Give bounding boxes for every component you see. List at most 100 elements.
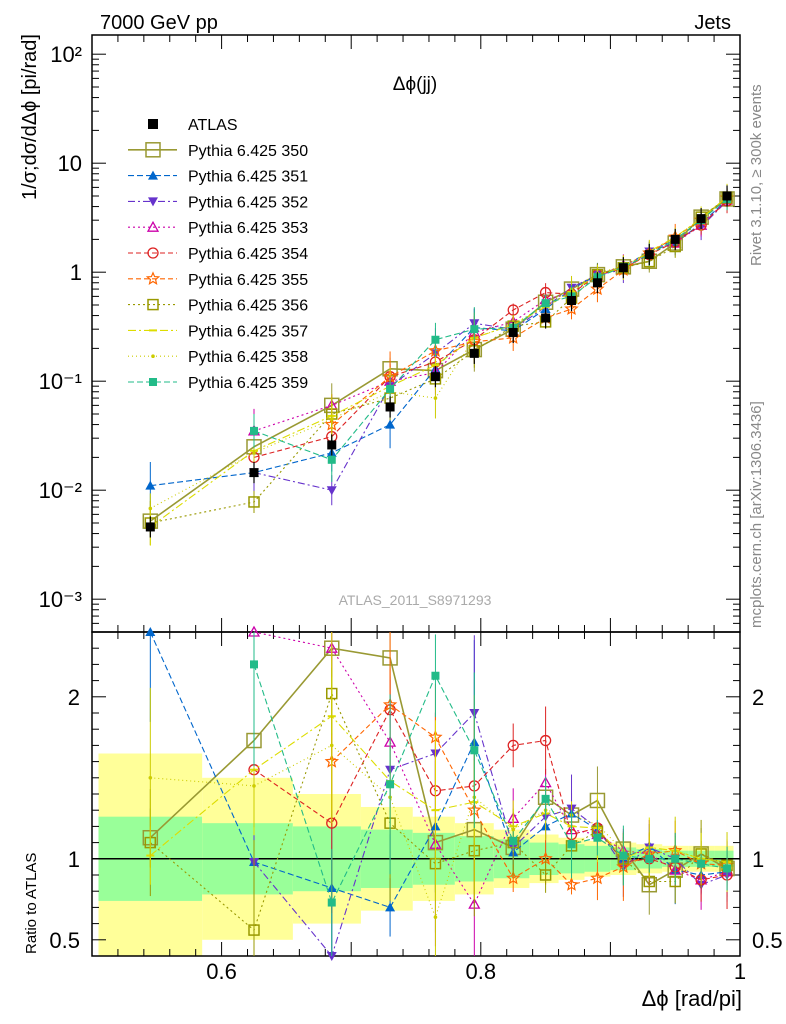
- ratio-point: [723, 864, 732, 873]
- data-point: [592, 278, 602, 288]
- ratio-point: [539, 734, 552, 747]
- data-point: [386, 384, 395, 393]
- data-point: [541, 299, 550, 308]
- legend-marker: [145, 142, 161, 158]
- main-y-tick-label: 1: [70, 260, 82, 285]
- ratio-point: [593, 833, 602, 842]
- legend-entry-s350: Pythia 6.425 350: [128, 142, 308, 160]
- legend-marker: [145, 271, 161, 285]
- legend-entry-s356: Pythia 6.425 356: [128, 298, 308, 315]
- ratio-point: [433, 915, 438, 919]
- ratio-point: [539, 869, 552, 881]
- data-point: [385, 419, 396, 429]
- header-jets-label: Jets: [694, 12, 731, 34]
- series-s356: [144, 189, 733, 546]
- ratio-y-tick-label-right: 0.5: [752, 928, 783, 953]
- legend-label: Pythia 6.425 350: [188, 143, 308, 160]
- main-y-tick-label: 10²: [50, 42, 82, 67]
- data-point: [248, 496, 260, 508]
- series-line: [253, 200, 728, 491]
- main-y-tick-label: 10⁻²: [39, 478, 82, 503]
- data-point: [696, 214, 706, 224]
- main-y-tick-label: 10⁻¹: [39, 369, 82, 394]
- ratio-point: [507, 739, 519, 752]
- data-point: [541, 313, 551, 323]
- data-point: [431, 335, 440, 344]
- x-tick-label: 0.8: [466, 959, 497, 984]
- legend-label: Pythia 6.425 352: [188, 194, 308, 211]
- legend-label: Pythia 6.425 357: [188, 323, 308, 340]
- ratio-point: [470, 746, 479, 755]
- plot-title: Δϕ(jj): [393, 74, 437, 95]
- ratio-y-axis: 0.5 0.5 1 1 2 2: [49, 647, 783, 957]
- ratio-point: [250, 660, 258, 669]
- data-point: [567, 295, 577, 305]
- ratio-point: [252, 784, 256, 788]
- ratio-point: [590, 870, 605, 885]
- data-point: [564, 301, 579, 316]
- legend-entry-s354: Pythia 6.425 354: [128, 246, 308, 263]
- x-axis-label: Δϕ [rad/pi]: [642, 986, 742, 1011]
- legend-label: Pythia 6.425 355: [188, 272, 308, 289]
- legend-entry-s355: Pythia 6.425 355: [128, 271, 308, 289]
- legend: ATLAS Pythia 6.425 350 Pythia 6.425 351 Pyt…: [128, 117, 308, 392]
- data-point: [470, 325, 479, 334]
- ratio-point: [511, 827, 515, 832]
- series-line: [253, 198, 728, 461]
- legend-entry-s359: Pythia 6.425 359: [128, 375, 308, 392]
- ratio-point: [431, 671, 440, 680]
- main-y-axis: 10⁻³ 10⁻² 10⁻¹ 1 10 10²: [39, 42, 740, 633]
- legend-entry-s352: Pythia 6.425 352: [128, 194, 308, 211]
- ratio-series-s359: [250, 632, 732, 956]
- legend-label: ATLAS: [188, 117, 238, 134]
- series-ATLAS: [145, 185, 732, 538]
- data-point: [722, 191, 732, 201]
- ratio-point: [326, 952, 337, 961]
- x-axis: 0.6 0.8 1: [91, 35, 746, 984]
- rivet-version-label: Rivet 3.1.10, ≥ 300k events: [748, 84, 765, 266]
- data-point: [327, 440, 337, 450]
- legend-entry-s351: Pythia 6.425 351: [128, 169, 308, 186]
- ratio-point: [671, 854, 680, 863]
- series-line: [253, 199, 728, 432]
- ratio-point: [248, 924, 260, 936]
- legend-entry-s358: Pythia 6.425 358: [128, 349, 308, 366]
- series-s354: [248, 188, 733, 477]
- ratio-series-group: [142, 625, 735, 961]
- legend-marker: [151, 354, 155, 359]
- ratio-point: [645, 854, 654, 863]
- legend-marker: [148, 170, 158, 180]
- mcplots-label: mcplots.cern.ch [arXiv:1306.3436]: [748, 401, 765, 628]
- series-line: [150, 196, 728, 509]
- ratio-point: [148, 776, 153, 780]
- data-point: [508, 327, 518, 337]
- ratio-y-axis-label: Ratio to ATLAS: [23, 853, 40, 954]
- ratio-point: [509, 836, 518, 845]
- x-tick-label: 0.6: [206, 959, 237, 984]
- ratio-y-tick-label-right: 1: [752, 847, 764, 872]
- ratio-y-tick-label: 2: [68, 685, 80, 710]
- data-point: [670, 234, 680, 244]
- data-point: [329, 417, 334, 421]
- ratio-series-line: [149, 715, 728, 863]
- legend-label: Pythia 6.425 358: [188, 349, 308, 366]
- series-s353: [247, 193, 734, 453]
- series-s359: [250, 187, 732, 482]
- ratio-point: [145, 627, 156, 636]
- data-point: [145, 522, 155, 532]
- ratio-point: [385, 902, 396, 912]
- legend-marker: [148, 197, 158, 207]
- x-tick-label: 1: [734, 959, 746, 984]
- ratio-point: [386, 780, 395, 789]
- ratio-point: [506, 870, 521, 885]
- ratio-point: [327, 898, 336, 907]
- data-point: [326, 486, 337, 496]
- legend-marker: [146, 220, 160, 232]
- legend-entry-ATLAS: ATLAS: [148, 117, 238, 134]
- main-y-axis-label: 1/σ;dσ/dΔϕ [pi/rad]: [19, 34, 41, 200]
- data-point: [145, 480, 156, 490]
- ratio-y-tick-label: 1: [68, 847, 80, 872]
- legend-marker: [147, 247, 159, 259]
- ratio-point: [541, 794, 550, 803]
